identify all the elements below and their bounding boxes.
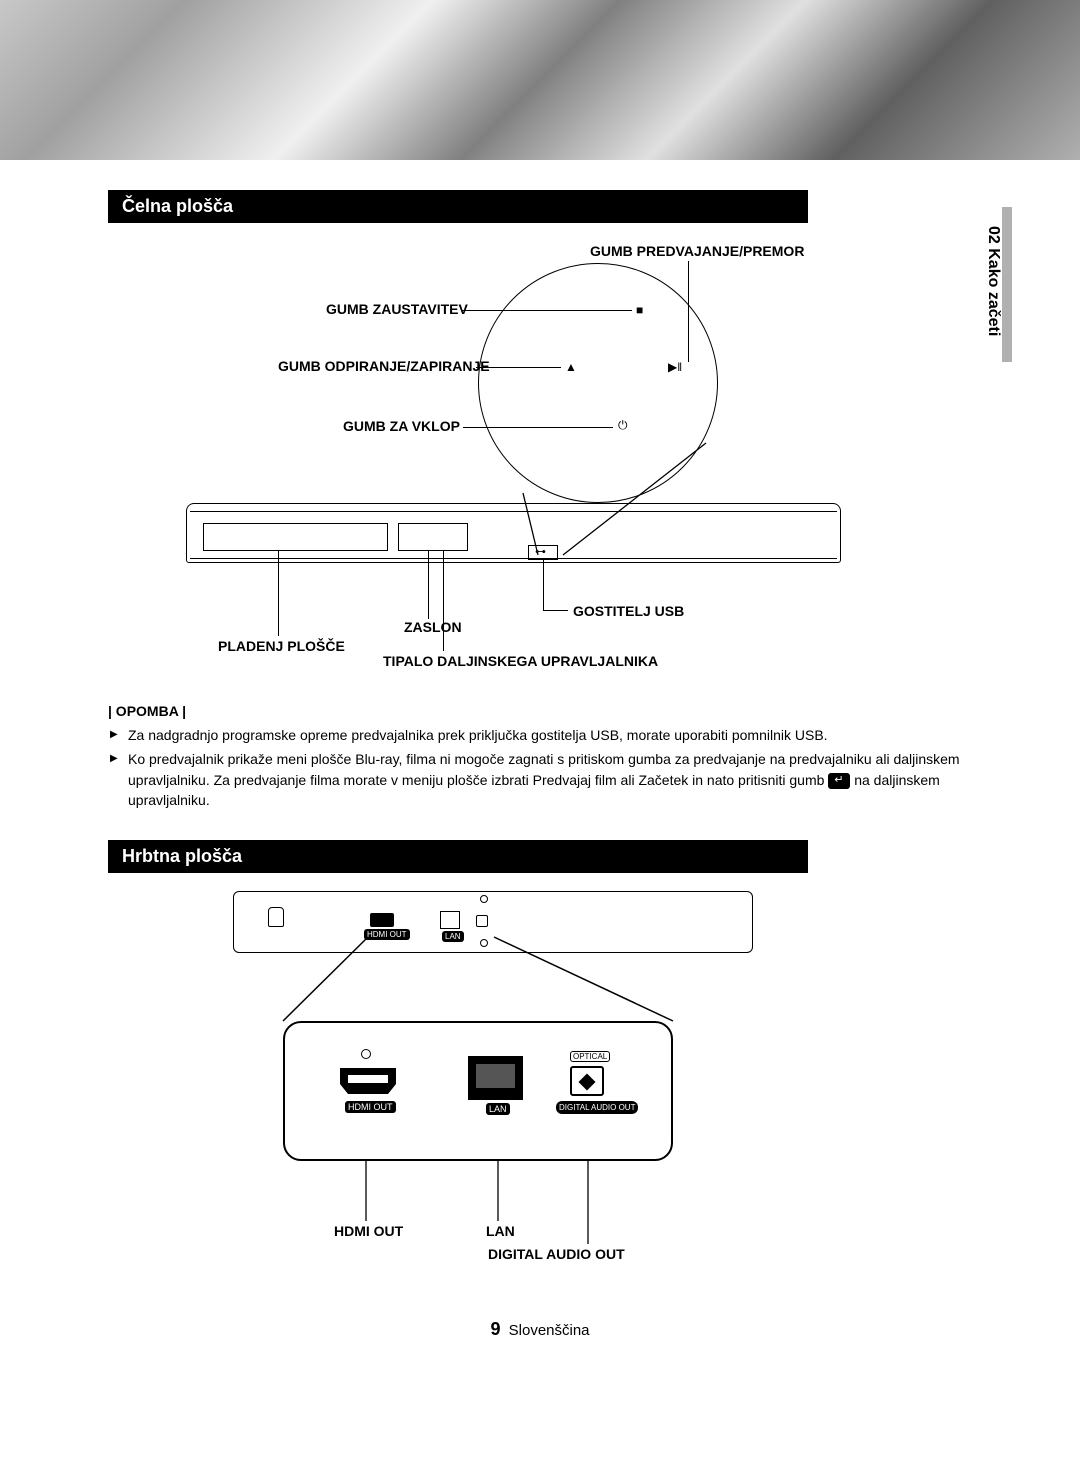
page-number: 9 [490,1319,500,1339]
optical-port-icon [570,1066,604,1096]
section-rear-panel: Hrbtna plošča [108,840,808,873]
label-display: ZASLON [404,619,462,635]
eject-icon: ▲ [565,360,577,374]
hdmi-port-small [370,913,394,927]
hdmi-port-small-label: HDMI OUT [364,929,410,940]
note-item-2: Ko predvajalnik prikaže meni plošče Blu-… [108,749,972,810]
digital-audio-label: DIGITAL AUDIO OUT [556,1101,638,1114]
label-remote-sensor: TIPALO DALJINSKEGA UPRAVLJALNIKA [383,653,658,669]
front-detail-circle [478,263,718,503]
lan-port-icon [468,1056,523,1100]
note-list: Za nadgradnjo programske opreme predvaja… [108,725,972,810]
power-icon: ⏻ [618,418,628,433]
label-disc-tray: PLADENJ PLOŠČE [218,638,345,654]
header-band [0,0,1080,160]
play-pause-icon: ▶ǁ [668,360,682,374]
lock-icon [268,907,284,927]
label-stop: GUMB ZAUSTAVITEV [326,301,468,317]
hdmi-port-icon [338,1066,398,1096]
label-open-close: GUMB ODPIRANJE/ZAPIRANJE [278,358,490,374]
side-marker [1002,207,1012,362]
label-usb-host: GOSTITELJ USB [573,603,684,619]
page-footer: 9 Slovenščina [108,1319,972,1340]
display-window [398,523,468,551]
section-front-panel: Čelna plošča [108,190,808,223]
usb-icon: ⊶ [535,545,546,558]
enter-icon [828,773,850,789]
note-heading: | OPOMBA | [108,703,972,719]
lan-port-small [440,911,460,929]
lan-port-small-label: LAN [442,931,464,942]
label-digital-audio: DIGITAL AUDIO OUT [488,1246,625,1262]
rear-panel-diagram: HDMI OUT LAN HDMI OUT [108,891,972,1291]
device-rear-body [233,891,753,953]
label-hdmi-out: HDMI OUT [334,1223,403,1239]
hdmi-port-label: HDMI OUT [345,1101,396,1113]
label-power: GUMB ZA VKLOP [343,418,460,434]
label-lan: LAN [486,1223,515,1239]
note-item-1: Za nadgradnjo programske opreme predvaja… [108,725,972,745]
optical-port-small [476,915,488,927]
stop-icon: ■ [636,303,643,317]
label-play-pause: GUMB PREDVAJANJE/PREMOR [590,243,804,259]
lan-port-label: LAN [486,1103,510,1115]
disc-tray [203,523,388,551]
front-panel-diagram: ■ ▲ ▶ǁ ⏻ GUMB PREDVAJANJE/PREMOR GUMB ZA… [108,233,972,693]
optical-label: OPTICAL [570,1051,610,1062]
page-language: Slovenščina [509,1322,590,1339]
side-tab: 02 Kako začeti [984,226,1002,336]
